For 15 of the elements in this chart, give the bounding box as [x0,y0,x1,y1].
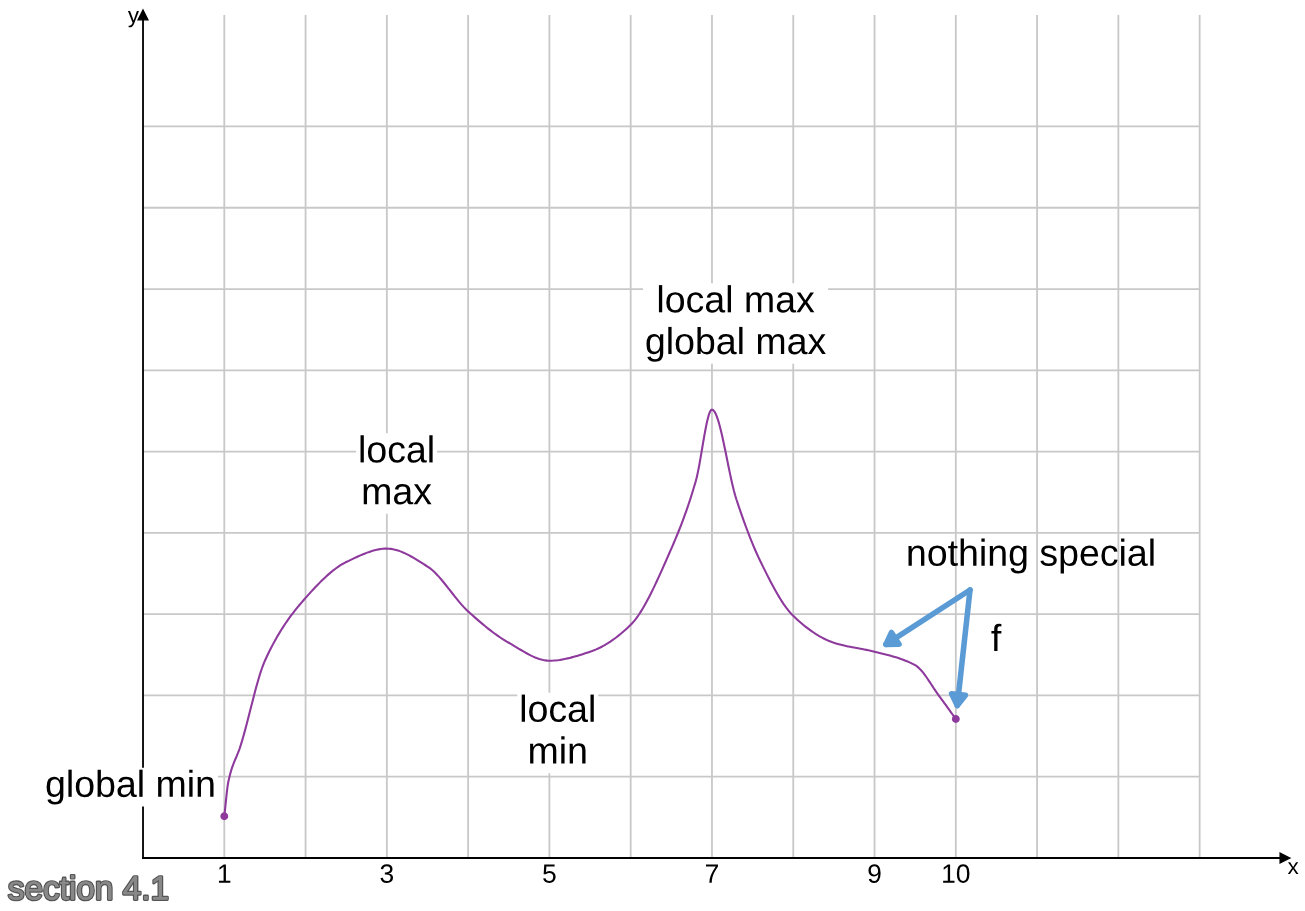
x-axis-title: x [1287,862,1299,875]
x-tick-label: 1 [218,864,231,883]
x-tick-label: 9 [868,864,881,883]
annotation: nothing special [908,538,1154,574]
annotation: local min [521,694,594,764]
text: section 4.1 [8,875,168,900]
x-tick-label: 3 [380,864,394,883]
annotation: local max [360,435,433,505]
annotation: global min [46,769,214,805]
annotation: local max global max [646,285,826,362]
series-label: f [991,623,1002,651]
x-tick-label: 7 [705,864,718,883]
text: y [127,11,139,28]
x-tick-label: 5 [543,864,556,883]
x-tick-label: 10 [943,864,970,883]
